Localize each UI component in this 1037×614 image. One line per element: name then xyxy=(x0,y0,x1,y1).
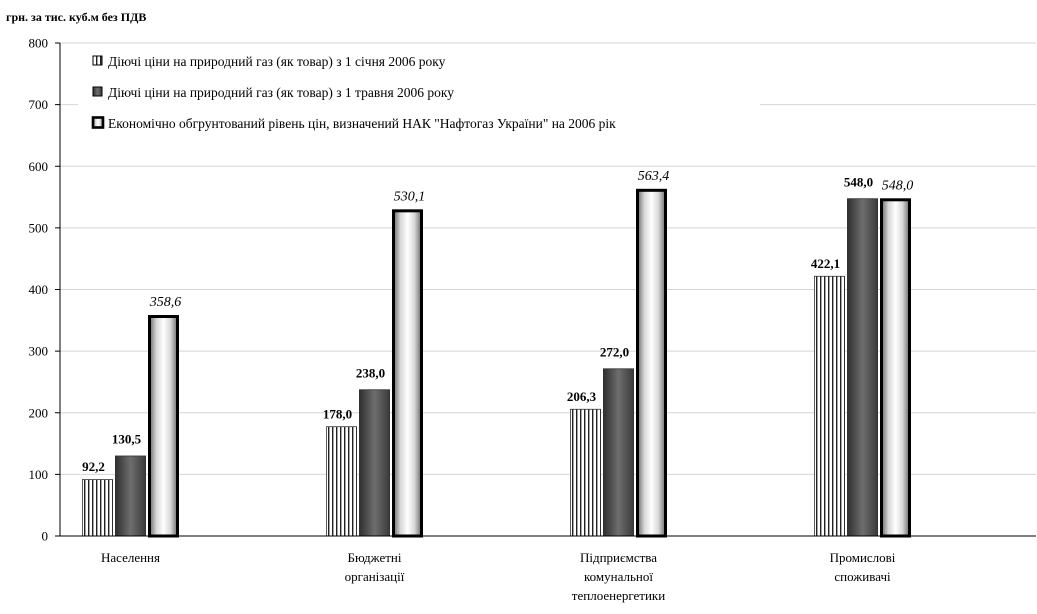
bar-series-2 xyxy=(847,198,879,537)
bar-series-1 xyxy=(82,479,114,537)
bar-series-3 xyxy=(392,209,423,538)
bar-series-2 xyxy=(115,455,147,537)
legend-entry: Діючі ціни на природний газ (як товар) з… xyxy=(108,54,446,69)
data-labels: 92,2 130,5 358,6 178,0 238,0 530,1 206,3 272,0 5… xyxy=(82,169,913,474)
category-label: комунальної xyxy=(584,569,653,584)
y-tick-label: 200 xyxy=(29,405,49,420)
data-label: 238,0 xyxy=(356,365,385,380)
data-label: 530,1 xyxy=(394,189,426,204)
category-labels: Населення Бюджетні організації Підприємства… xyxy=(101,550,896,603)
data-label: 563,4 xyxy=(638,169,670,184)
y-axis-label: грн. за тис. куб.м без ПДВ xyxy=(6,10,146,24)
bar-series-1 xyxy=(570,408,602,537)
data-label: 358,6 xyxy=(149,295,182,310)
category-label: споживачі xyxy=(834,569,891,584)
y-tick-label: 700 xyxy=(29,97,49,112)
category-label: Населення xyxy=(101,550,160,565)
bar-series-3 xyxy=(148,315,179,538)
legend-entry: Економічно обгрунтований рівень цін, виз… xyxy=(108,116,616,131)
legend: Діючі ціни на природний газ (як товар) з… xyxy=(78,46,760,146)
bar-series-1 xyxy=(325,426,357,537)
data-label: 422,1 xyxy=(811,256,840,271)
bar-series-1 xyxy=(814,275,846,537)
legend-swatch xyxy=(91,116,105,129)
data-label: 206,3 xyxy=(567,389,597,404)
bars xyxy=(82,188,911,538)
category-label: теплоенергетики xyxy=(572,588,665,603)
y-axis-ticks: 0 100 200 300 400 500 600 700 800 xyxy=(29,36,60,544)
y-tick-label: 0 xyxy=(42,529,49,544)
y-tick-label: 400 xyxy=(29,282,49,297)
bar-series-3 xyxy=(636,188,667,538)
category-label: Промислові xyxy=(830,550,896,565)
data-label: 548,0 xyxy=(844,174,873,189)
y-tick-label: 800 xyxy=(29,36,49,51)
y-tick-label: 100 xyxy=(29,467,49,482)
data-label: 130,5 xyxy=(112,432,142,447)
legend-entry: Діючі ціни на природний газ (як товар) з… xyxy=(108,85,454,100)
bar-series-3 xyxy=(880,198,911,538)
legend-swatch xyxy=(92,55,103,66)
y-tick-label: 300 xyxy=(29,344,49,359)
bar-series-2 xyxy=(358,389,390,537)
data-label: 92,2 xyxy=(82,459,105,474)
category-label: Бюджетні xyxy=(348,550,402,565)
legend-swatch xyxy=(92,86,103,97)
y-tick-label: 500 xyxy=(29,220,49,235)
bar-series-2 xyxy=(603,368,635,537)
category-label: Підприємства xyxy=(580,550,657,565)
data-label: 272,0 xyxy=(600,344,629,359)
data-label: 178,0 xyxy=(323,406,352,421)
data-label: 548,0 xyxy=(882,178,914,193)
legend-background xyxy=(78,46,760,146)
category-label: організації xyxy=(345,569,405,584)
y-tick-label: 600 xyxy=(29,159,49,174)
